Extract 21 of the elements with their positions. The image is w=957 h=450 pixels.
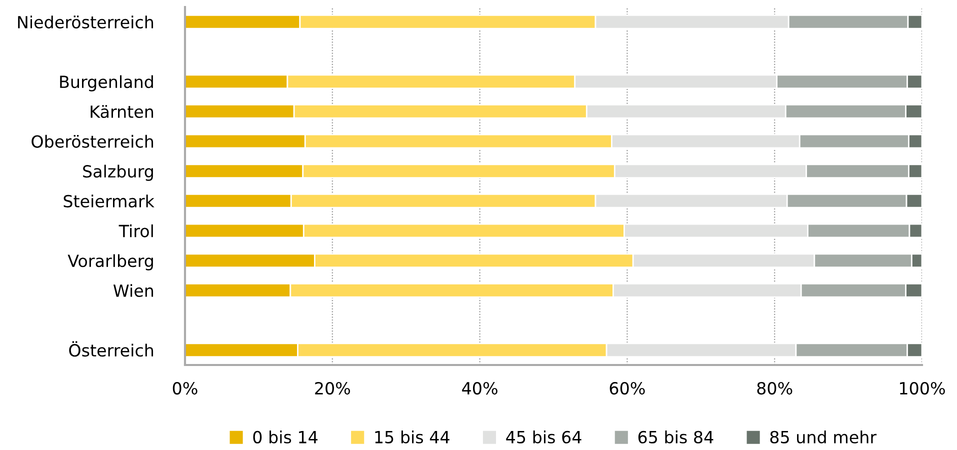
y-tick-label: Steiermark [64, 194, 154, 208]
x-tick-label: 0% [172, 382, 198, 395]
x-tick-label: 40% [462, 382, 498, 395]
x-tick-label: 100% [900, 382, 945, 395]
y-tick-label: Oberösterreich [32, 134, 154, 148]
y-tick-label: Burgenland [60, 75, 153, 92]
legend-label: 65 bis 84 [638, 430, 714, 444]
y-tick-label: Wien [113, 284, 154, 297]
y-tick-label: Niederösterreich [18, 16, 154, 28]
y-tick-label: Vorarlberg [68, 254, 153, 270]
x-tick-label: 20% [315, 382, 350, 395]
y-tick-label: Tirol [118, 224, 153, 238]
y-tick-label: Kärnten [90, 105, 154, 118]
legend-label: 15 bis 44 [375, 430, 450, 444]
x-tick-label: 80% [757, 382, 792, 395]
legend-label: 85 und mehr [770, 430, 877, 444]
x-tick-label: 60% [610, 382, 645, 395]
legend-label: 0 bis 14 [253, 430, 318, 444]
legend-label: 45 bis 64 [506, 430, 582, 444]
y-tick-label: Salzburg [83, 164, 153, 181]
y-tick-label: Österreich [69, 341, 154, 357]
